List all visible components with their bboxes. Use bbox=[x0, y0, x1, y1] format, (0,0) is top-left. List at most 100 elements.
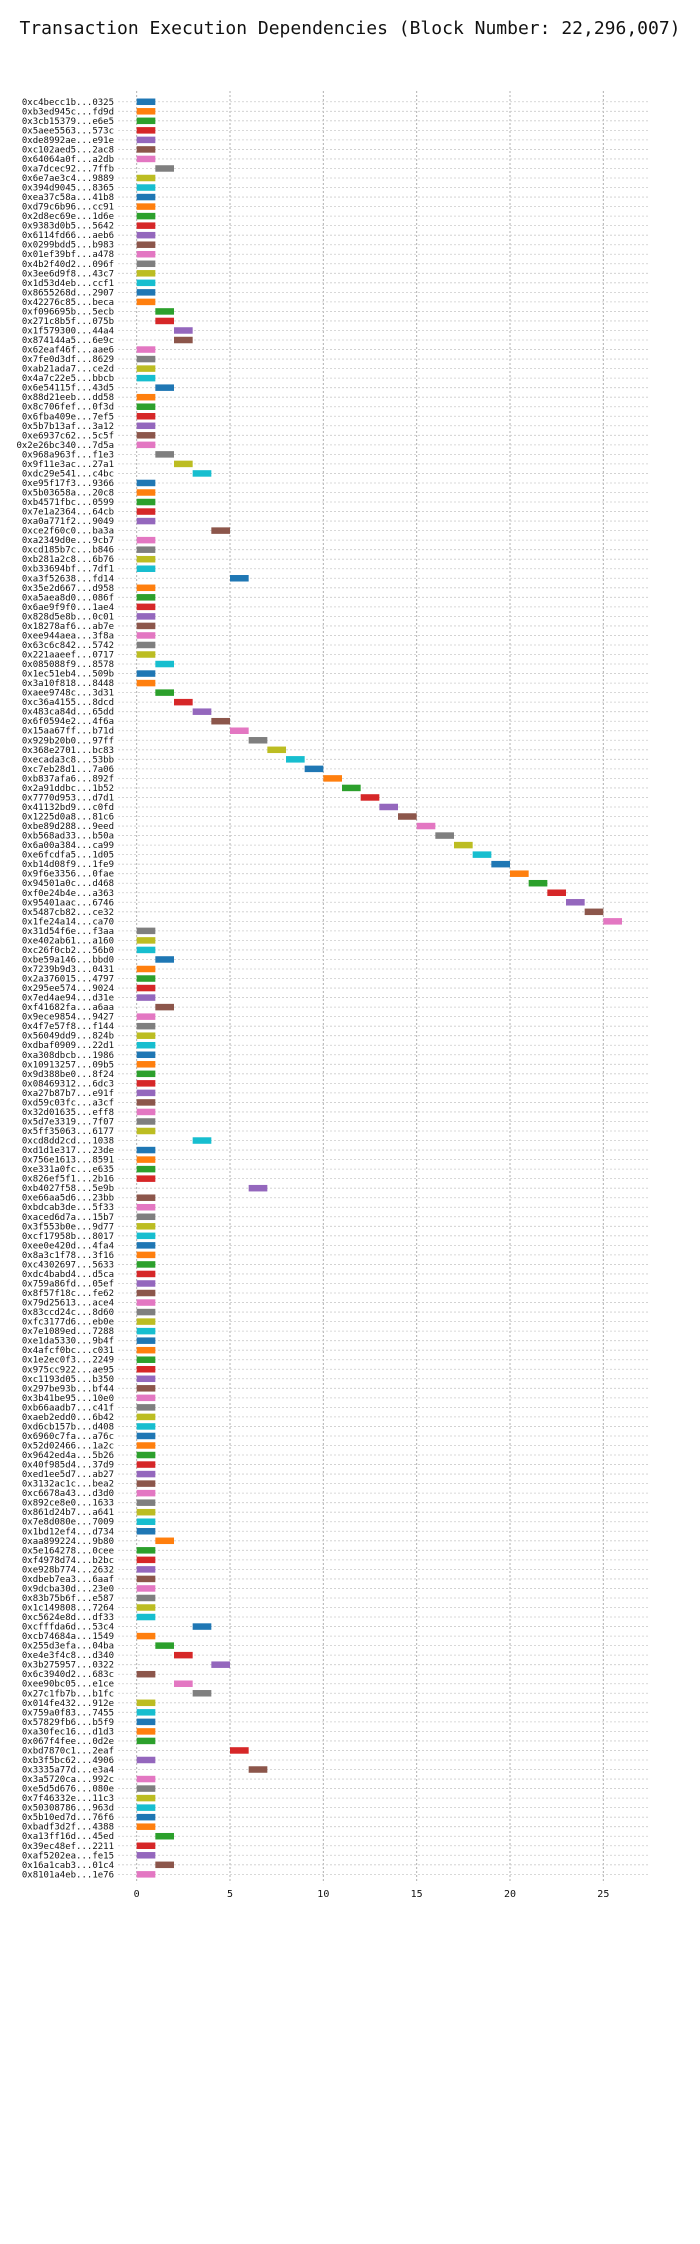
transaction-label: 0xd79c6b96...cc91 bbox=[22, 203, 114, 213]
transaction-label: 0x08469312...6dc3 bbox=[22, 1079, 114, 1089]
transaction-bar bbox=[136, 508, 156, 515]
transaction-label: 0x9f11e3ac...27a1 bbox=[22, 460, 114, 470]
transaction-label: 0xb4027f58...5e9b bbox=[22, 1184, 114, 1194]
transaction-bar bbox=[136, 1318, 156, 1325]
transaction-label: 0x759a86fd...05ef bbox=[22, 1279, 114, 1289]
transaction-bar bbox=[491, 860, 510, 868]
transaction-bar bbox=[136, 413, 156, 420]
transaction-label: 0x83b75b6f...e587 bbox=[22, 1594, 114, 1604]
transaction-label: 0xb3ed945c...fd9d bbox=[22, 107, 114, 117]
transaction-bar bbox=[136, 1451, 156, 1459]
transaction-bar bbox=[136, 117, 156, 125]
transaction-bar bbox=[136, 603, 156, 611]
transaction-label: 0x79d25613...ace4 bbox=[22, 1299, 114, 1309]
transaction-label: 0xb837afa6...892f bbox=[22, 774, 114, 784]
transaction-bar bbox=[136, 231, 156, 239]
transaction-bar bbox=[136, 1156, 156, 1163]
transaction-label: 0x295ee574...9024 bbox=[22, 984, 114, 994]
transaction-bar bbox=[136, 489, 156, 496]
transaction-bar bbox=[192, 708, 212, 715]
transaction-bar bbox=[155, 1642, 174, 1649]
transaction-bar bbox=[136, 1613, 156, 1621]
transaction-bar bbox=[136, 975, 156, 982]
transaction-bar bbox=[155, 308, 174, 315]
transaction-label: 0xa308dbcb...1986 bbox=[22, 1051, 114, 1061]
transaction-label: 0xe95f17f3...9366 bbox=[22, 479, 114, 489]
transaction-label: 0xe331a0fc...e635 bbox=[22, 1165, 114, 1175]
transaction-bar bbox=[136, 1118, 156, 1125]
transaction-bar bbox=[136, 536, 156, 544]
transaction-label: 0x88d21eeb...dd58 bbox=[22, 393, 114, 403]
transaction-label: 0x929b20b0...97ff bbox=[22, 736, 114, 746]
transaction-bar bbox=[304, 765, 324, 773]
transaction-label: 0x5aee5563...573c bbox=[22, 126, 114, 136]
transaction-bar bbox=[136, 1194, 156, 1201]
transaction-label: 0x1bd12ef4...d734 bbox=[22, 1527, 114, 1537]
transaction-label: 0x968a963f...f1e3 bbox=[22, 450, 114, 460]
transaction-bar bbox=[136, 289, 156, 296]
transaction-bar bbox=[136, 1518, 156, 1525]
transaction-bar bbox=[155, 660, 174, 668]
transaction-bar bbox=[136, 203, 156, 210]
transaction-bar bbox=[136, 1432, 156, 1440]
transaction-label: 0x01ef39bf...a478 bbox=[22, 250, 114, 260]
transaction-bar bbox=[136, 98, 156, 106]
transaction-label: 0x3f553b0e...9d77 bbox=[22, 1222, 114, 1232]
transaction-label: 0xbe59a146...bbd0 bbox=[22, 955, 114, 965]
transaction-bar bbox=[136, 1394, 156, 1402]
transaction-bar bbox=[136, 546, 156, 553]
transaction-bar bbox=[248, 1184, 268, 1192]
transaction-label: 0x2a91ddbc...1b52 bbox=[22, 784, 114, 794]
transaction-label: 0x64064a0f...a2db bbox=[22, 155, 114, 165]
transaction-bar bbox=[136, 1871, 156, 1878]
transaction-label: 0xf41682fa...a6aa bbox=[22, 1003, 114, 1013]
transaction-bar bbox=[379, 803, 398, 811]
transaction-label: 0xaee9748c...3d31 bbox=[22, 689, 114, 699]
transaction-bar bbox=[136, 1442, 156, 1449]
transaction-label: 0x014fe432...912e bbox=[22, 1699, 114, 1709]
transaction-label: 0x8655268d...2907 bbox=[22, 288, 114, 298]
transaction-label: 0xee0e420d...4fa4 bbox=[22, 1241, 114, 1251]
x-tick-label: 20 bbox=[504, 1889, 516, 1900]
transaction-bar bbox=[174, 1651, 193, 1659]
transaction-bar bbox=[136, 1013, 156, 1020]
transaction-label: 0xcd185b7c...b846 bbox=[22, 546, 114, 556]
transaction-label: 0x759a0f83...7455 bbox=[22, 1708, 114, 1718]
transaction-label: 0x975cc922...ae95 bbox=[22, 1365, 114, 1375]
transaction-bar bbox=[136, 946, 156, 954]
transaction-label: 0xaeb2edd0...6b42 bbox=[22, 1413, 114, 1423]
transaction-label: 0x83ccd24c...8d60 bbox=[22, 1308, 114, 1318]
transaction-bar bbox=[136, 1051, 156, 1059]
transaction-label: 0x1e2ec0f3...2249 bbox=[22, 1356, 114, 1366]
transaction-label: 0xc36a4155...8dcd bbox=[22, 698, 114, 708]
transaction-bar bbox=[416, 822, 436, 830]
transaction-bar bbox=[136, 1165, 156, 1173]
transaction-bar bbox=[136, 1756, 156, 1764]
transaction-label: 0x8c706fef...0f3d bbox=[22, 403, 114, 413]
transaction-label: 0x1d53d4eb...ccf1 bbox=[22, 279, 114, 289]
transaction-label: 0x6fba409e...7ef5 bbox=[22, 412, 114, 422]
transaction-label: 0x828d5e8b...0c01 bbox=[22, 612, 114, 622]
transaction-label: 0x9ece9854...9427 bbox=[22, 1013, 114, 1023]
transaction-label: 0xecada3c8...53bb bbox=[22, 755, 114, 765]
transaction-label: 0x826ef5f1...2b16 bbox=[22, 1175, 114, 1185]
transaction-bar bbox=[136, 1070, 156, 1078]
transaction-bar bbox=[136, 250, 156, 258]
transaction-label: 0x7e1089ed...7288 bbox=[22, 1327, 114, 1337]
transaction-bar bbox=[472, 851, 492, 858]
transaction-bar bbox=[155, 689, 174, 696]
transaction-bar bbox=[136, 1146, 156, 1154]
transaction-label: 0x221aaeef...0717 bbox=[22, 651, 114, 661]
transaction-bar bbox=[136, 679, 156, 687]
transaction-label: 0x94501a0c...d468 bbox=[22, 879, 114, 889]
transaction-bar bbox=[566, 899, 585, 906]
transaction-label: 0xb281a2c8...6b76 bbox=[22, 555, 114, 565]
transaction-bar bbox=[136, 279, 156, 287]
transaction-bar bbox=[192, 1690, 212, 1697]
transaction-label: 0x5e164278...0cee bbox=[22, 1546, 114, 1556]
transaction-label: 0x50308786...963d bbox=[22, 1804, 114, 1814]
transaction-label: 0x3b41be95...10e0 bbox=[22, 1394, 114, 1404]
transaction-bar bbox=[136, 1823, 156, 1830]
transaction-bar bbox=[136, 1242, 156, 1249]
transaction-label: 0xd1d1e317...23de bbox=[22, 1146, 114, 1156]
